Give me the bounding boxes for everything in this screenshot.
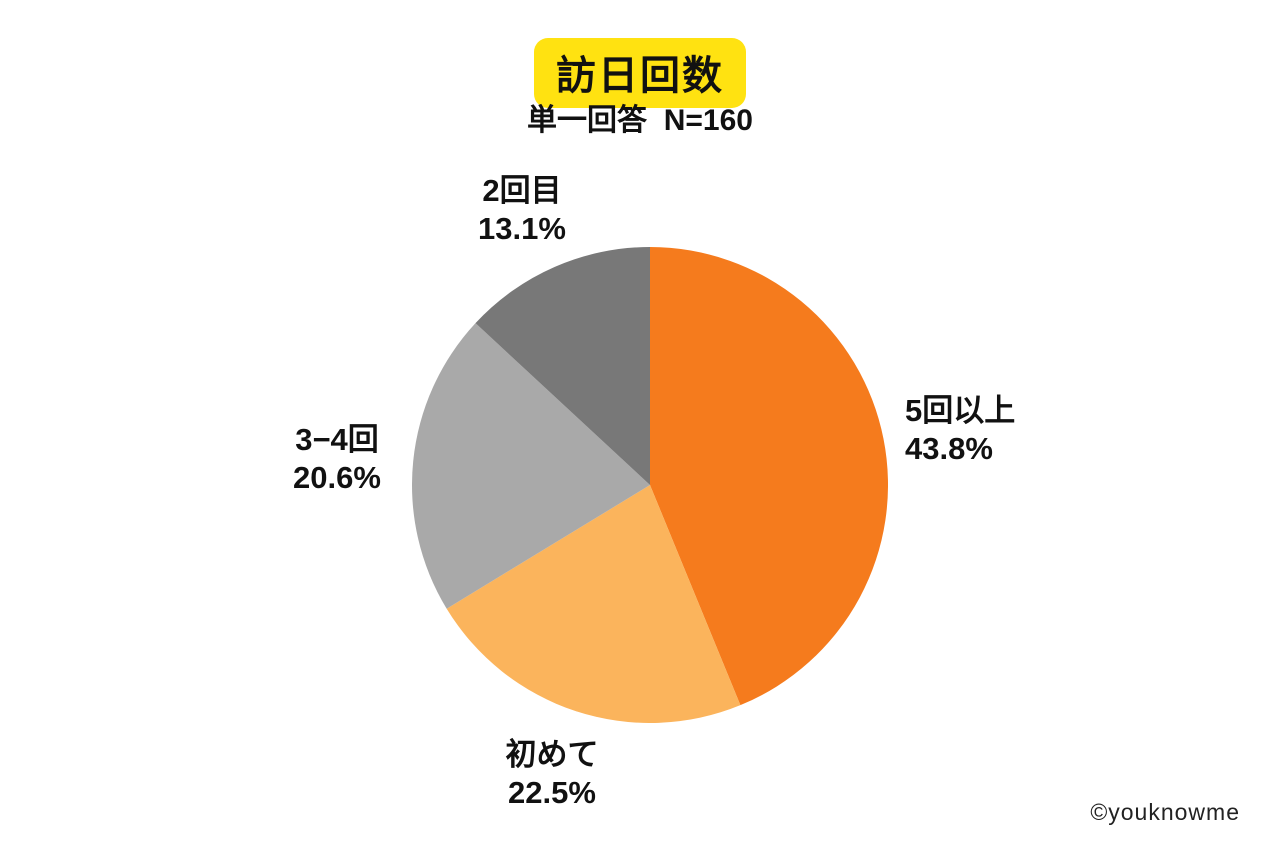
slice-label-three-four-name: 3−4回 — [295, 422, 379, 457]
watermark-credit: ©youknowme — [1090, 799, 1240, 825]
slice-label-first-time-name: 初めて — [505, 737, 599, 772]
slice-label-five-or-more: 5回以上 43.8% — [905, 392, 1015, 468]
slice-label-second-time-pct: 13.1% — [478, 210, 566, 246]
slice-label-five-or-more-name: 5回以上 — [905, 393, 1016, 428]
pie-slice-second-time — [475, 247, 650, 485]
slice-label-second-time-name: 2回目 — [482, 173, 562, 208]
slice-label-three-four: 3−4回 20.6% — [293, 421, 381, 497]
pie-chart — [412, 247, 888, 723]
slice-label-first-time-pct: 22.5% — [508, 774, 596, 810]
slice-label-first-time: 初めて 22.5% — [506, 736, 599, 812]
slice-label-three-four-pct: 20.6% — [293, 459, 381, 495]
pie-chart-area — [412, 247, 888, 723]
pie-slice-first-time — [446, 485, 741, 723]
slice-label-five-or-more-pct: 43.8% — [905, 430, 993, 466]
chart-subtitle: 単一回答 N=160 — [527, 104, 753, 137]
chart-title-pill: 訪日回数 — [534, 38, 746, 108]
pie-slice-three-four — [412, 323, 650, 609]
pie-slice-five-or-more — [650, 247, 888, 706]
slice-label-second-time: 2回目 13.1% — [478, 172, 566, 248]
